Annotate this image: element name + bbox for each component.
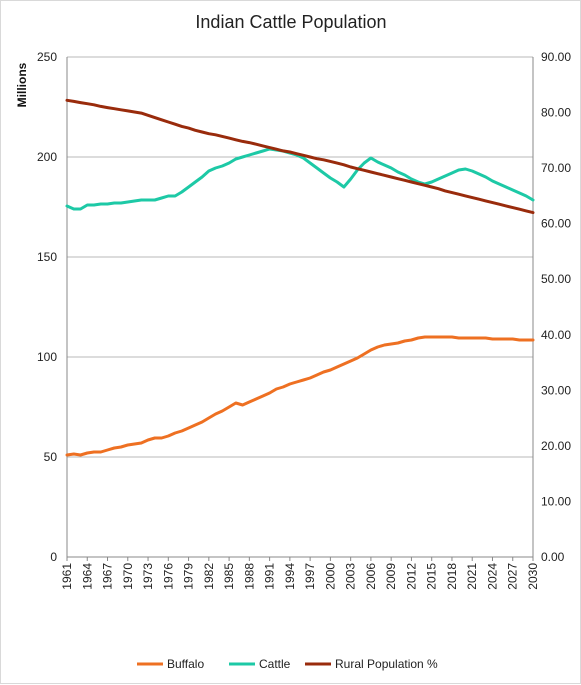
chart-title: Indian Cattle Population	[195, 12, 386, 32]
left-tick-label: 50	[44, 450, 58, 464]
left-axis-ticks: 0 50 100 150 200 250	[37, 50, 57, 564]
legend-label-buffalo: Buffalo	[167, 657, 204, 671]
right-tick-label: 70.00	[541, 161, 571, 175]
right-tick-label: 60.00	[541, 217, 571, 231]
x-tick-label: 1961	[60, 563, 74, 590]
x-tick-label: 1985	[222, 563, 236, 590]
x-tick-label: 1970	[121, 563, 135, 590]
x-tick-label: 1976	[161, 563, 175, 590]
right-axis-ticks: 0.00 10.00 20.00 30.00 40.00 50.00 60.00 70.00 8…	[541, 50, 571, 564]
x-tick-label: 1973	[141, 563, 155, 590]
x-tick-label: 2015	[425, 563, 439, 590]
x-tick-label: 2012	[404, 563, 418, 590]
x-tick-label: 2021	[465, 563, 479, 590]
x-axis-ticks: 1961 1964 1967 1970 1973 1976 1979 1982 1985 1988…	[60, 557, 540, 590]
right-tick-label: 10.00	[541, 494, 571, 508]
x-tick-label: 1994	[283, 563, 297, 590]
x-tick-label: 2024	[485, 563, 499, 590]
x-tick-label: 1967	[101, 563, 115, 590]
y-axis-title: Millions	[15, 62, 29, 107]
gridlines	[67, 56, 533, 458]
legend-label-cattle: Cattle	[259, 657, 291, 671]
x-tick-label: 2027	[506, 563, 520, 590]
x-tick-label: 2018	[445, 563, 459, 590]
x-tick-label: 1979	[182, 563, 196, 590]
left-tick-label: 100	[37, 350, 57, 364]
buffalo-line	[65, 335, 535, 457]
x-tick-label: 1982	[202, 563, 216, 590]
left-tick-label: 200	[37, 150, 57, 164]
right-tick-label: 0.00	[541, 550, 565, 564]
x-tick-label: 1964	[80, 563, 94, 590]
left-tick-label: 150	[37, 250, 57, 264]
right-tick-label: 50.00	[541, 272, 571, 286]
x-tick-label: 2009	[384, 563, 398, 590]
x-tick-label: 2006	[364, 563, 378, 590]
cattle-line	[65, 147, 535, 211]
x-tick-label: 1988	[242, 563, 256, 590]
x-tick-label: 2003	[344, 563, 358, 590]
right-tick-label: 80.00	[541, 106, 571, 120]
legend-label-rural-population: Rural Population %	[335, 657, 438, 671]
right-tick-label: 30.00	[541, 383, 571, 397]
right-tick-label: 20.00	[541, 439, 571, 453]
x-tick-label: 2030	[526, 563, 540, 590]
right-tick-label: 90.00	[541, 50, 571, 64]
left-tick-label: 250	[37, 50, 57, 64]
series-lines	[65, 98, 535, 457]
x-tick-label: 2000	[323, 563, 337, 590]
legend: Buffalo Cattle Rural Population %	[137, 657, 438, 671]
left-tick-label: 0	[50, 550, 57, 564]
right-tick-label: 40.00	[541, 328, 571, 342]
rural-population-line	[65, 98, 535, 215]
axes	[66, 57, 534, 558]
x-tick-label: 1991	[263, 563, 277, 590]
x-tick-label: 1997	[303, 563, 317, 590]
